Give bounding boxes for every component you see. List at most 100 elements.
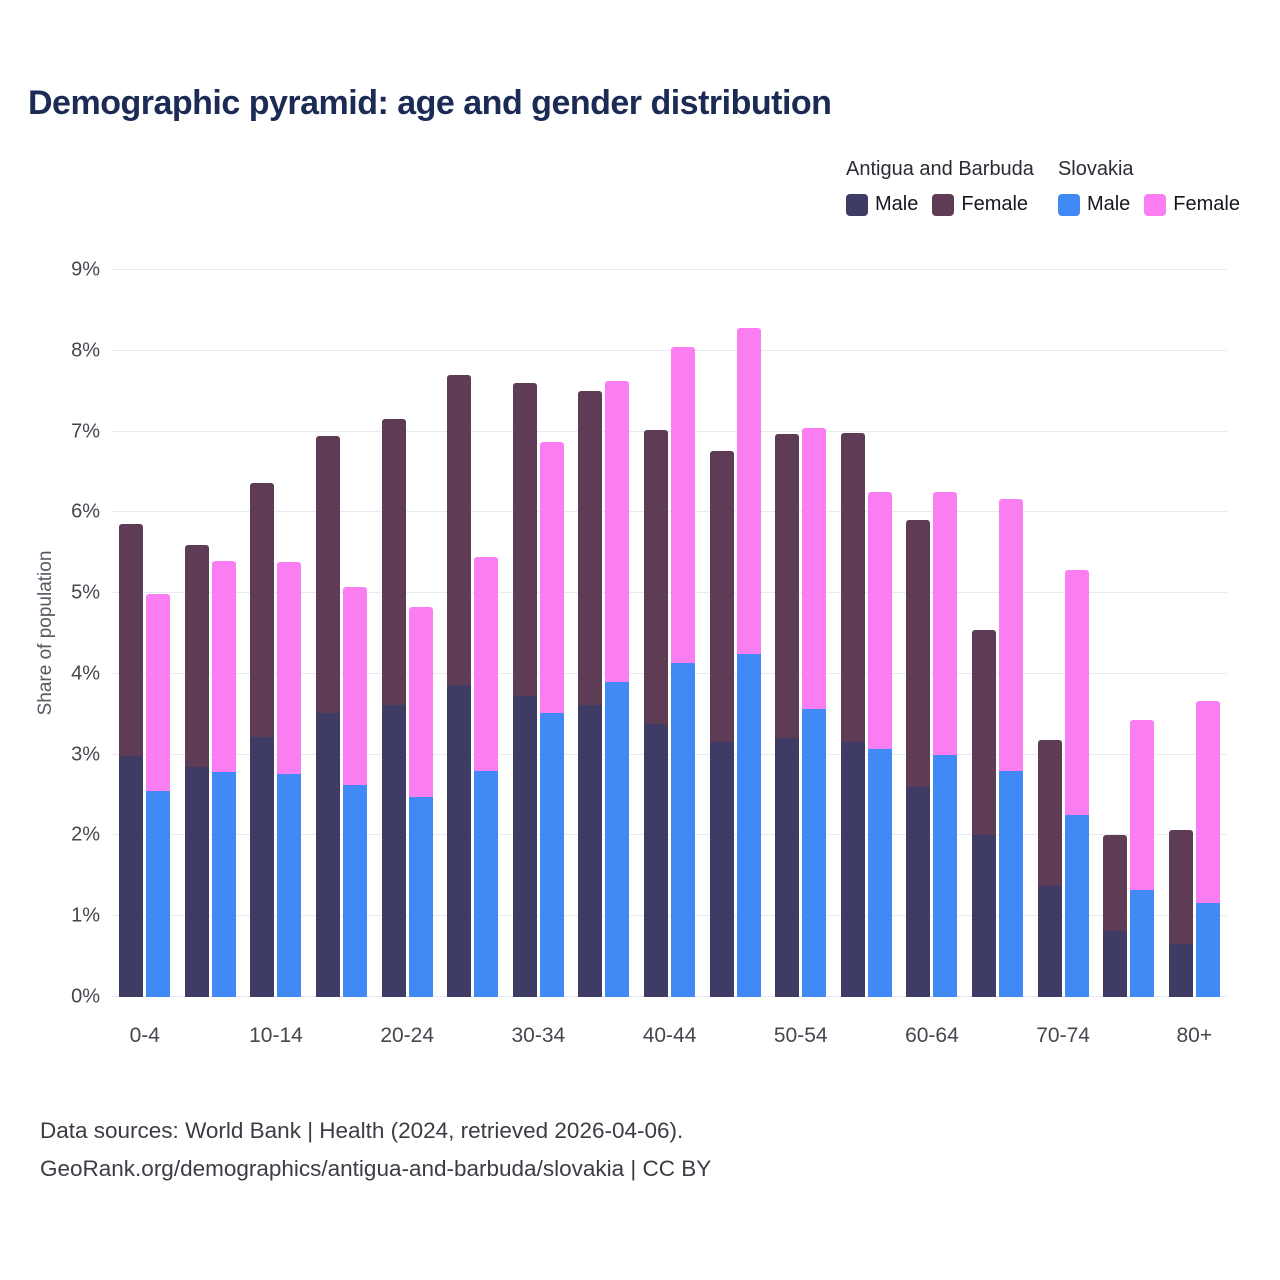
- bar-antigua-and-barbuda-60-64[interactable]: [906, 270, 931, 997]
- bar-slovakia-35-39[interactable]: [605, 270, 630, 997]
- bar-antigua-and-barbuda-10-14[interactable]: [250, 270, 275, 997]
- bar-antigua-and-barbuda-55-59[interactable]: [840, 270, 865, 997]
- bar-slovakia-40-44[interactable]: [671, 270, 696, 997]
- bar-slovakia-75-79[interactable]: [1130, 270, 1155, 997]
- bar-antigua-and-barbuda-65-69[interactable]: [972, 270, 997, 997]
- bar-segment-slovakia-male[interactable]: [146, 791, 171, 997]
- bar-segment-slovakia-female[interactable]: [1195, 701, 1220, 904]
- bar-segment-slovakia-female[interactable]: [671, 346, 696, 663]
- bar-segment-slovakia-male[interactable]: [408, 796, 433, 997]
- bar-antigua-and-barbuda-45-49[interactable]: [709, 270, 734, 997]
- bar-segment-antigua-and-barbuda-female[interactable]: [644, 429, 669, 724]
- bar-antigua-and-barbuda-5-9[interactable]: [184, 270, 209, 997]
- bar-segment-antigua-and-barbuda-male[interactable]: [644, 723, 669, 997]
- bar-segment-antigua-and-barbuda-female[interactable]: [381, 419, 406, 705]
- bar-antigua-and-barbuda-75-79[interactable]: [1103, 270, 1128, 997]
- bar-segment-slovakia-male[interactable]: [1064, 815, 1089, 997]
- bar-slovakia-65-69[interactable]: [999, 270, 1024, 997]
- bar-segment-antigua-and-barbuda-female[interactable]: [1103, 834, 1128, 931]
- bar-antigua-and-barbuda-0-4[interactable]: [119, 270, 144, 997]
- bar-segment-slovakia-male[interactable]: [933, 755, 958, 997]
- bar-segment-slovakia-female[interactable]: [999, 499, 1024, 771]
- bar-segment-slovakia-female[interactable]: [408, 606, 433, 797]
- bar-antigua-and-barbuda-20-24[interactable]: [381, 270, 406, 997]
- bar-slovakia-10-14[interactable]: [277, 270, 302, 997]
- legend-item-slovakia-female[interactable]: Female: [1144, 193, 1240, 216]
- bar-segment-antigua-and-barbuda-male[interactable]: [840, 741, 865, 997]
- legend-item-antigua-and-barbuda-female[interactable]: Female: [932, 193, 1028, 216]
- bar-segment-antigua-and-barbuda-male[interactable]: [119, 756, 144, 997]
- bar-segment-antigua-and-barbuda-male[interactable]: [1037, 885, 1062, 997]
- bar-slovakia-20-24[interactable]: [408, 270, 433, 997]
- bar-segment-slovakia-male[interactable]: [343, 785, 368, 997]
- bar-segment-slovakia-male[interactable]: [867, 749, 892, 997]
- bar-segment-antigua-and-barbuda-male[interactable]: [709, 741, 734, 997]
- bar-segment-slovakia-female[interactable]: [277, 562, 302, 775]
- bar-segment-antigua-and-barbuda-female[interactable]: [840, 433, 865, 742]
- bar-segment-antigua-and-barbuda-female[interactable]: [512, 383, 537, 696]
- legend-item-slovakia-male[interactable]: Male: [1057, 193, 1130, 216]
- bar-antigua-and-barbuda-50-54[interactable]: [775, 270, 800, 997]
- bar-segment-antigua-and-barbuda-male[interactable]: [184, 766, 209, 997]
- bar-slovakia-15-19[interactable]: [343, 270, 368, 997]
- bar-segment-slovakia-male[interactable]: [802, 709, 827, 997]
- bar-segment-slovakia-female[interactable]: [1130, 719, 1155, 890]
- bar-antigua-and-barbuda-70-74[interactable]: [1037, 270, 1062, 997]
- bar-slovakia-45-49[interactable]: [736, 270, 761, 997]
- bar-slovakia-0-4[interactable]: [146, 270, 171, 997]
- bar-segment-slovakia-female[interactable]: [736, 328, 761, 654]
- bar-segment-slovakia-male[interactable]: [277, 774, 302, 997]
- bar-antigua-and-barbuda-15-19[interactable]: [316, 270, 341, 997]
- bar-segment-slovakia-male[interactable]: [999, 770, 1024, 997]
- bar-segment-antigua-and-barbuda-female[interactable]: [1168, 829, 1193, 944]
- bar-segment-slovakia-female[interactable]: [802, 427, 827, 710]
- bar-segment-slovakia-male[interactable]: [1130, 889, 1155, 997]
- bar-segment-antigua-and-barbuda-male[interactable]: [447, 685, 472, 997]
- bar-segment-slovakia-female[interactable]: [605, 380, 630, 682]
- bar-segment-antigua-and-barbuda-female[interactable]: [1037, 740, 1062, 886]
- bar-segment-antigua-and-barbuda-male[interactable]: [316, 712, 341, 997]
- bar-segment-antigua-and-barbuda-female[interactable]: [184, 544, 209, 767]
- bar-segment-antigua-and-barbuda-female[interactable]: [119, 523, 144, 757]
- bar-segment-antigua-and-barbuda-male[interactable]: [1168, 943, 1193, 997]
- bar-segment-slovakia-male[interactable]: [539, 713, 564, 997]
- bar-segment-antigua-and-barbuda-female[interactable]: [709, 450, 734, 742]
- bar-antigua-and-barbuda-80+[interactable]: [1168, 270, 1193, 997]
- bar-slovakia-80+[interactable]: [1195, 270, 1220, 997]
- bar-slovakia-5-9[interactable]: [211, 270, 236, 997]
- bar-slovakia-25-29[interactable]: [474, 270, 499, 997]
- bar-segment-slovakia-female[interactable]: [539, 442, 564, 714]
- bar-segment-slovakia-female[interactable]: [1064, 569, 1089, 816]
- bar-antigua-and-barbuda-25-29[interactable]: [447, 270, 472, 997]
- bar-segment-slovakia-male[interactable]: [474, 770, 499, 997]
- legend-item-antigua-and-barbuda-male[interactable]: Male: [846, 193, 918, 216]
- bar-segment-slovakia-female[interactable]: [211, 560, 236, 773]
- bar-segment-slovakia-female[interactable]: [867, 492, 892, 750]
- bar-slovakia-30-34[interactable]: [539, 270, 564, 997]
- bar-antigua-and-barbuda-40-44[interactable]: [644, 270, 669, 997]
- bar-segment-slovakia-male[interactable]: [605, 681, 630, 997]
- bar-segment-slovakia-male[interactable]: [736, 653, 761, 997]
- bar-segment-slovakia-female[interactable]: [474, 556, 499, 771]
- bar-slovakia-70-74[interactable]: [1064, 270, 1089, 997]
- bar-segment-slovakia-female[interactable]: [146, 593, 171, 792]
- bar-segment-antigua-and-barbuda-male[interactable]: [972, 835, 997, 997]
- bar-slovakia-60-64[interactable]: [933, 270, 958, 997]
- bar-segment-antigua-and-barbuda-female[interactable]: [316, 436, 341, 713]
- bar-segment-slovakia-male[interactable]: [671, 662, 696, 997]
- bar-slovakia-55-59[interactable]: [867, 270, 892, 997]
- bar-segment-antigua-and-barbuda-female[interactable]: [775, 434, 800, 738]
- bar-segment-antigua-and-barbuda-male[interactable]: [381, 704, 406, 997]
- bar-segment-antigua-and-barbuda-female[interactable]: [447, 375, 472, 686]
- bar-antigua-and-barbuda-35-39[interactable]: [578, 270, 603, 997]
- bar-segment-antigua-and-barbuda-male[interactable]: [1103, 930, 1128, 997]
- bar-segment-antigua-and-barbuda-female[interactable]: [578, 391, 603, 705]
- bar-segment-antigua-and-barbuda-male[interactable]: [906, 786, 931, 997]
- bar-segment-slovakia-female[interactable]: [933, 492, 958, 756]
- bar-slovakia-50-54[interactable]: [802, 270, 827, 997]
- bar-segment-antigua-and-barbuda-female[interactable]: [972, 630, 997, 836]
- bar-segment-slovakia-male[interactable]: [1195, 903, 1220, 997]
- bar-segment-antigua-and-barbuda-male[interactable]: [578, 704, 603, 997]
- bar-segment-antigua-and-barbuda-female[interactable]: [250, 483, 275, 737]
- bar-antigua-and-barbuda-30-34[interactable]: [512, 270, 537, 997]
